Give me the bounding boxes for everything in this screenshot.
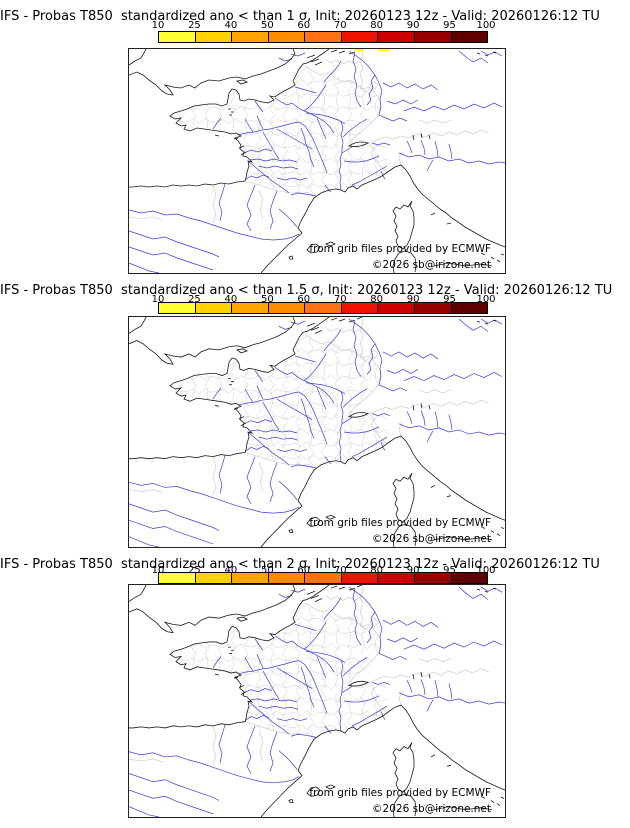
colorbar-tick: 80 (370, 294, 384, 305)
colorbar-tick-labels: 10 25 40 50 60 70 80 90 95 100 (152, 294, 496, 305)
colorbar-tick: 95 (443, 565, 456, 576)
attribution-copyright: ©2026 sb@irizone.net (372, 259, 491, 271)
panel-title-wrap: IFS - Probas T850 standardized ano < tha… (0, 5, 600, 24)
colorbar-segment (159, 573, 196, 583)
colorbar-tick: 70 (333, 294, 347, 305)
panel-title: IFS - Probas T850 standardized ano < tha… (0, 9, 600, 24)
colorbar-segment (268, 303, 306, 313)
colorbar-segment (414, 573, 452, 583)
colorbar-tick: 50 (260, 20, 274, 31)
panel-title-wrap: IFS - Probas T850 standardized ano < tha… (0, 553, 600, 572)
colorbar-tick: 90 (406, 20, 420, 31)
panel-title: IFS - Probas T850 standardized ano < tha… (0, 557, 600, 572)
colorbar-segment (268, 32, 306, 42)
colorbar-tick: 95 (443, 294, 456, 305)
colorbar-segment (341, 303, 379, 313)
colorbar-tick: 90 (406, 294, 420, 305)
colorbar-tick: 100 (476, 20, 496, 31)
colorbar-segment (159, 303, 196, 313)
colorbar-segment (305, 303, 342, 313)
colorbar-tick: 80 (370, 565, 384, 576)
colorbar-segment (195, 573, 233, 583)
colorbar-tick: 70 (333, 565, 347, 576)
probability-colorbar (158, 31, 488, 43)
france-map-svg (129, 317, 505, 547)
colorbar-segment (451, 573, 488, 583)
colorbar-segment (451, 303, 488, 313)
colorbar-tick: 25 (188, 565, 201, 576)
probability-colorbar (158, 302, 488, 314)
shaded-probability-patch (378, 49, 390, 52)
colorbar-segment (378, 32, 415, 42)
map-france: from grib files provided by ECMWF ©2026 … (128, 584, 506, 818)
colorbar-tick: 60 (297, 565, 311, 576)
colorbar-segment (341, 32, 379, 42)
attribution-ecmwf: from grib files provided by ECMWF (309, 243, 491, 255)
forecast-panel-3: IFS - Probas T850 standardized ano < tha… (0, 548, 630, 824)
colorbar-segment (232, 303, 269, 313)
forecast-panel-1: IFS - Probas T850 standardized ano < tha… (0, 0, 630, 276)
colorbar-segment (268, 573, 306, 583)
colorbar-tick: 50 (260, 294, 274, 305)
colorbar-tick: 25 (188, 20, 201, 31)
colorbar-segment (305, 573, 342, 583)
colorbar-tick: 40 (224, 20, 238, 31)
colorbar-tick-labels: 10 25 40 50 60 70 80 90 95 100 (152, 20, 496, 31)
attribution-ecmwf: from grib files provided by ECMWF (309, 517, 491, 529)
colorbar-segment (414, 303, 452, 313)
colorbar-tick: 50 (260, 565, 274, 576)
colorbar-segment (195, 32, 233, 42)
france-map-svg (129, 585, 505, 817)
attribution-copyright: ©2026 sb@irizone.net (372, 803, 491, 815)
colorbar-tick: 70 (333, 20, 347, 31)
colorbar-segment (414, 32, 452, 42)
colorbar-tick: 10 (151, 565, 165, 576)
colorbar-segment (341, 573, 379, 583)
shaded-probability-patch (355, 49, 364, 52)
panel-title: IFS - Probas T850 standardized ano < tha… (0, 283, 613, 298)
colorbar-tick: 80 (370, 20, 384, 31)
colorbar-segment (378, 303, 415, 313)
attribution-ecmwf: from grib files provided by ECMWF (309, 787, 491, 799)
france-map-svg (129, 49, 505, 273)
colorbar-tick: 10 (151, 20, 165, 31)
colorbar-tick: 100 (476, 565, 496, 576)
colorbar-segment (378, 573, 415, 583)
colorbar-tick-labels: 10 25 40 50 60 70 80 90 95 100 (152, 565, 496, 576)
probability-colorbar (158, 572, 488, 584)
probability-shading (355, 49, 390, 52)
colorbar-tick: 25 (188, 294, 201, 305)
attribution-copyright: ©2026 sb@irizone.net (372, 533, 491, 545)
colorbar-segment (159, 32, 196, 42)
colorbar-tick: 10 (151, 294, 165, 305)
colorbar-segment (232, 573, 269, 583)
colorbar-tick: 60 (297, 294, 311, 305)
colorbar-tick: 40 (224, 294, 238, 305)
colorbar-tick: 100 (476, 294, 496, 305)
panel-title-wrap: IFS - Probas T850 standardized ano < tha… (0, 279, 612, 298)
map-france: from grib files provided by ECMWF ©2026 … (128, 316, 506, 548)
forecast-panel-2: IFS - Probas T850 standardized ano < tha… (0, 274, 630, 550)
colorbar-tick: 95 (443, 20, 456, 31)
colorbar-tick: 90 (406, 565, 420, 576)
colorbar-segment (195, 303, 233, 313)
colorbar-tick: 40 (224, 565, 238, 576)
colorbar-segment (232, 32, 269, 42)
colorbar-segment (451, 32, 488, 42)
map-france: from grib files provided by ECMWF ©2026 … (128, 48, 506, 274)
colorbar-tick: 60 (297, 20, 311, 31)
colorbar-segment (305, 32, 342, 42)
